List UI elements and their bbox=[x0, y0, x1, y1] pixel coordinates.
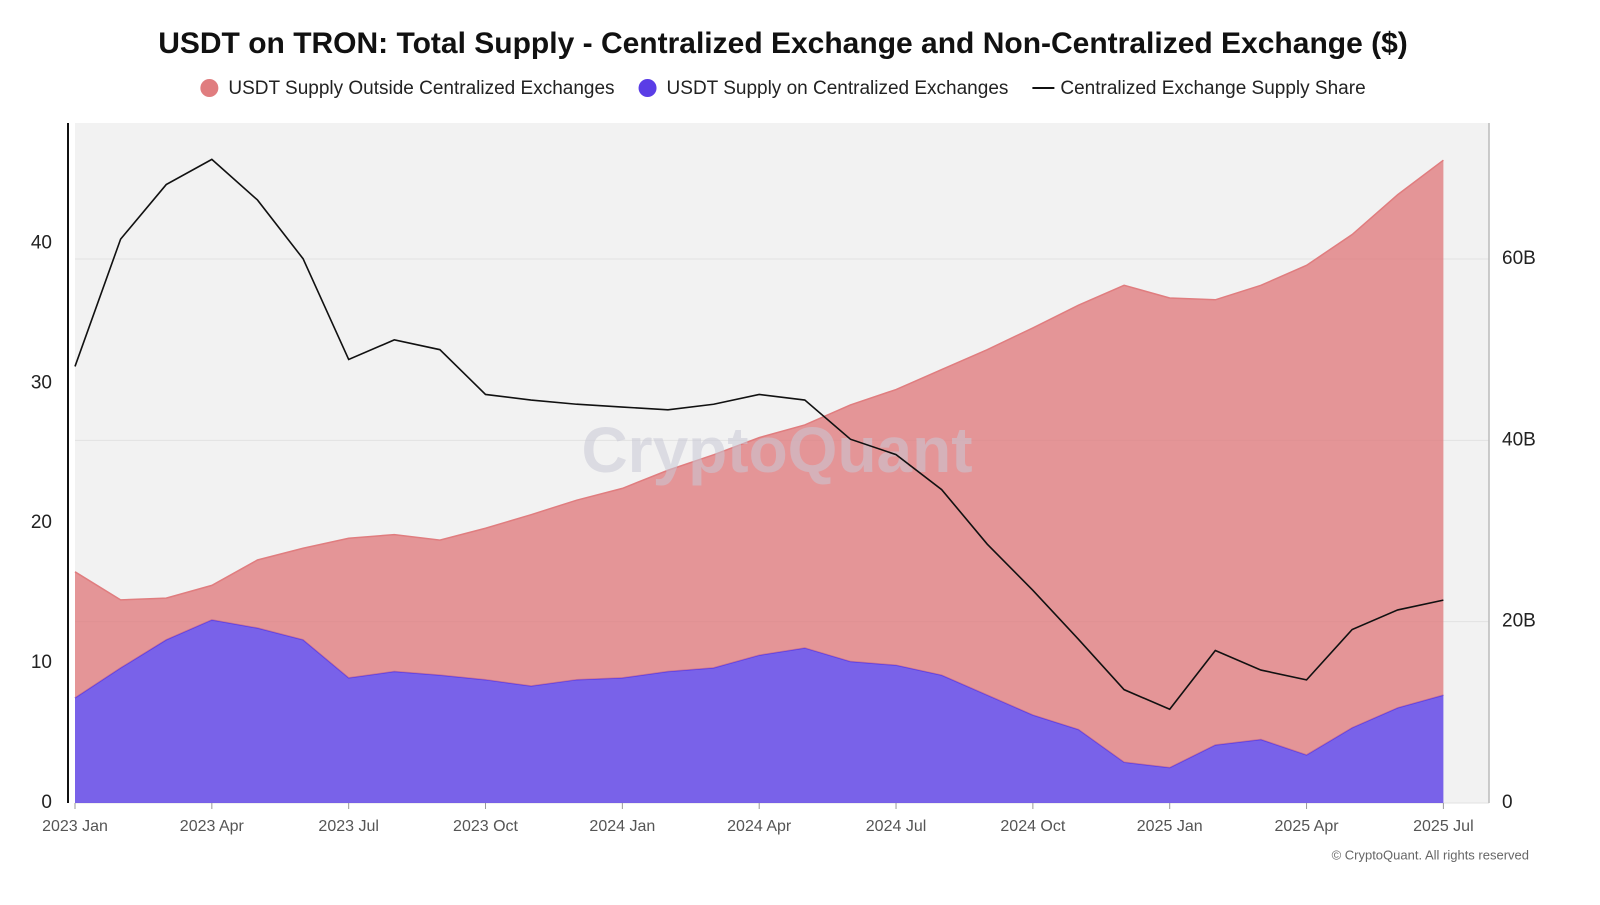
x-tick-label: 2025 Apr bbox=[1275, 818, 1340, 835]
areas bbox=[74, 159, 1444, 803]
legend-label: USDT Supply Outside Centralized Exchange… bbox=[228, 78, 614, 99]
legend-label: Centralized Exchange Supply Share bbox=[1060, 78, 1365, 99]
chart-title: USDT on TRON: Total Supply - Centralized… bbox=[158, 27, 1408, 60]
x-tick-label: 2024 Apr bbox=[727, 818, 792, 835]
y2-tick-label: 40B bbox=[1502, 429, 1536, 450]
x-tick-label: 2023 Apr bbox=[180, 818, 245, 835]
area bbox=[75, 160, 1444, 768]
x-tick-label: 2025 Jan bbox=[1137, 818, 1203, 835]
axes: 0 10 20 30 40 0 20B 40B 60B 2023 Jan 2023 Apr 2023 … bbox=[31, 232, 1536, 835]
x-tick-label: 2024 Jul bbox=[866, 818, 927, 835]
line bbox=[74, 158, 1444, 711]
credit: © CryptoQuant. All rights reserved bbox=[1332, 847, 1529, 862]
legend: USDT Supply Outside Centralized Exchange… bbox=[200, 78, 1366, 99]
y2-tick-label: 0 bbox=[1502, 792, 1513, 813]
x-tick-label: 2025 Jul bbox=[1413, 818, 1474, 835]
x-tick-label: 2023 Jul bbox=[318, 818, 379, 835]
x-tick-label: 2024 Oct bbox=[1000, 818, 1065, 835]
area bbox=[75, 619, 1444, 803]
legend-marker bbox=[638, 79, 657, 97]
legend-label: USDT Supply on Centralized Exchanges bbox=[667, 78, 1009, 99]
lines bbox=[74, 158, 1444, 711]
y2-tick-label: 20B bbox=[1502, 611, 1536, 632]
y-tick-label: 30 bbox=[31, 372, 52, 393]
legend-marker bbox=[200, 79, 219, 97]
y-tick-label: 40 bbox=[31, 232, 52, 253]
y-tick-label: 10 bbox=[31, 652, 52, 673]
x-tick-label: 2024 Jan bbox=[589, 818, 655, 835]
y2-tick-label: 60B bbox=[1502, 248, 1536, 269]
area-edge bbox=[74, 159, 1444, 601]
x-tick-label: 2023 Jan bbox=[42, 818, 108, 835]
y-tick-label: 0 bbox=[41, 792, 52, 813]
x-tick-label: 2023 Oct bbox=[453, 818, 518, 835]
watermark: CryptoQuant bbox=[581, 414, 972, 486]
y-tick-label: 20 bbox=[31, 512, 52, 533]
